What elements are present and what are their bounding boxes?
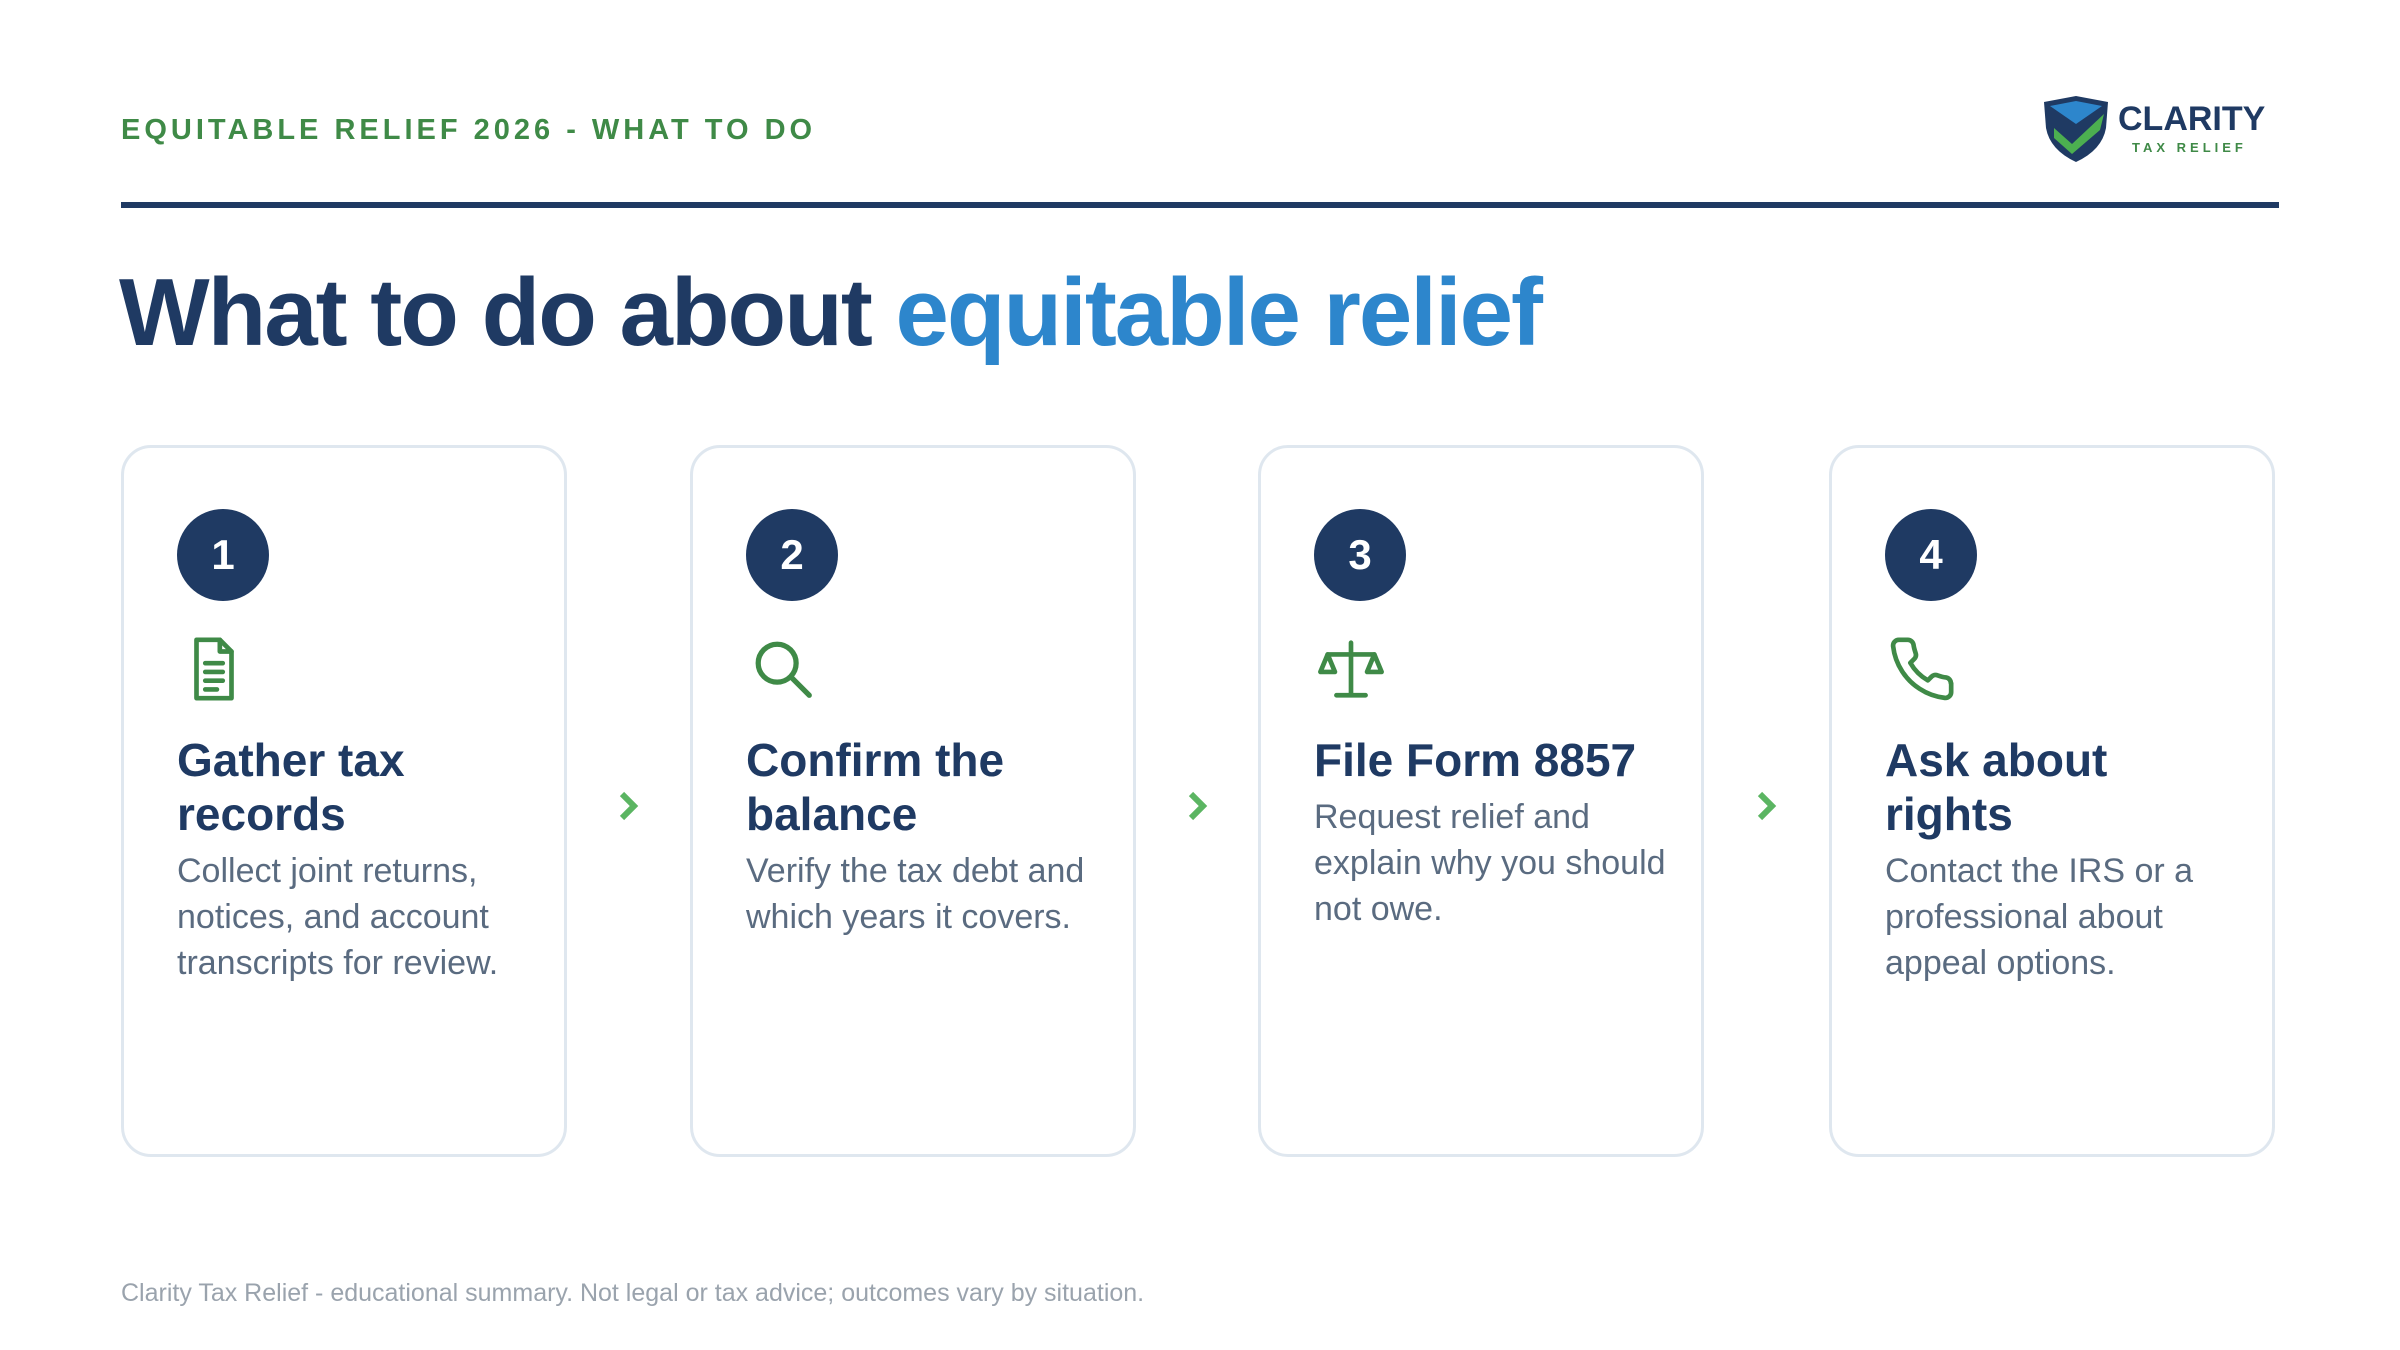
step-body: Request relief and explain why you shoul… — [1314, 798, 1666, 928]
step-heading: File Form 8857 — [1314, 734, 1637, 786]
step-heading: Confirm the balance — [746, 734, 1005, 840]
document-icon — [194, 637, 234, 701]
step-card: 4 Ask about rights Contact the IRS or a … — [1829, 445, 2275, 1157]
step-body: Collect joint returns, notices, and acco… — [177, 852, 499, 982]
title: What to do about equitable relief — [119, 258, 1543, 368]
step-number: 1 — [177, 509, 269, 601]
logo: CLARITY TAX RELIEF — [2044, 96, 2266, 162]
step-heading: Ask about rights — [1885, 734, 2108, 840]
divider — [121, 202, 2279, 208]
step-number: 3 — [1314, 509, 1406, 601]
step-number: 2 — [746, 509, 838, 601]
title-highlight: equitable relief — [895, 259, 1543, 366]
step-number: 4 — [1885, 509, 1977, 601]
chevron — [1188, 791, 1208, 821]
step-card: 2 Confirm the balance Verify the tax deb… — [690, 445, 1136, 1157]
scale-icon — [1318, 640, 1384, 698]
chevron — [619, 791, 639, 821]
footer-note: Clarity Tax Relief - educational summary… — [121, 1279, 1145, 1307]
step-heading: Gather tax records — [177, 734, 405, 840]
step-card: 1 Gather tax records Collect joint retur… — [121, 445, 567, 1157]
search-icon — [755, 641, 812, 698]
chevron — [1757, 791, 1777, 821]
step-card: 3 File Form 8857 Request relief and expl… — [1258, 445, 1704, 1157]
logo-name: CLARITY — [2118, 100, 2266, 138]
phone-icon — [1890, 637, 1954, 701]
logo-tagline: TAX RELIEF — [2132, 140, 2247, 155]
step-body: Verify the tax debt and which years it c… — [746, 852, 1085, 936]
step-body: Contact the IRS or a professional about … — [1885, 852, 2194, 982]
title-main: What to do about — [119, 259, 873, 366]
eyebrow: EQUITABLE RELIEF 2026 - WHAT TO DO — [121, 114, 817, 146]
